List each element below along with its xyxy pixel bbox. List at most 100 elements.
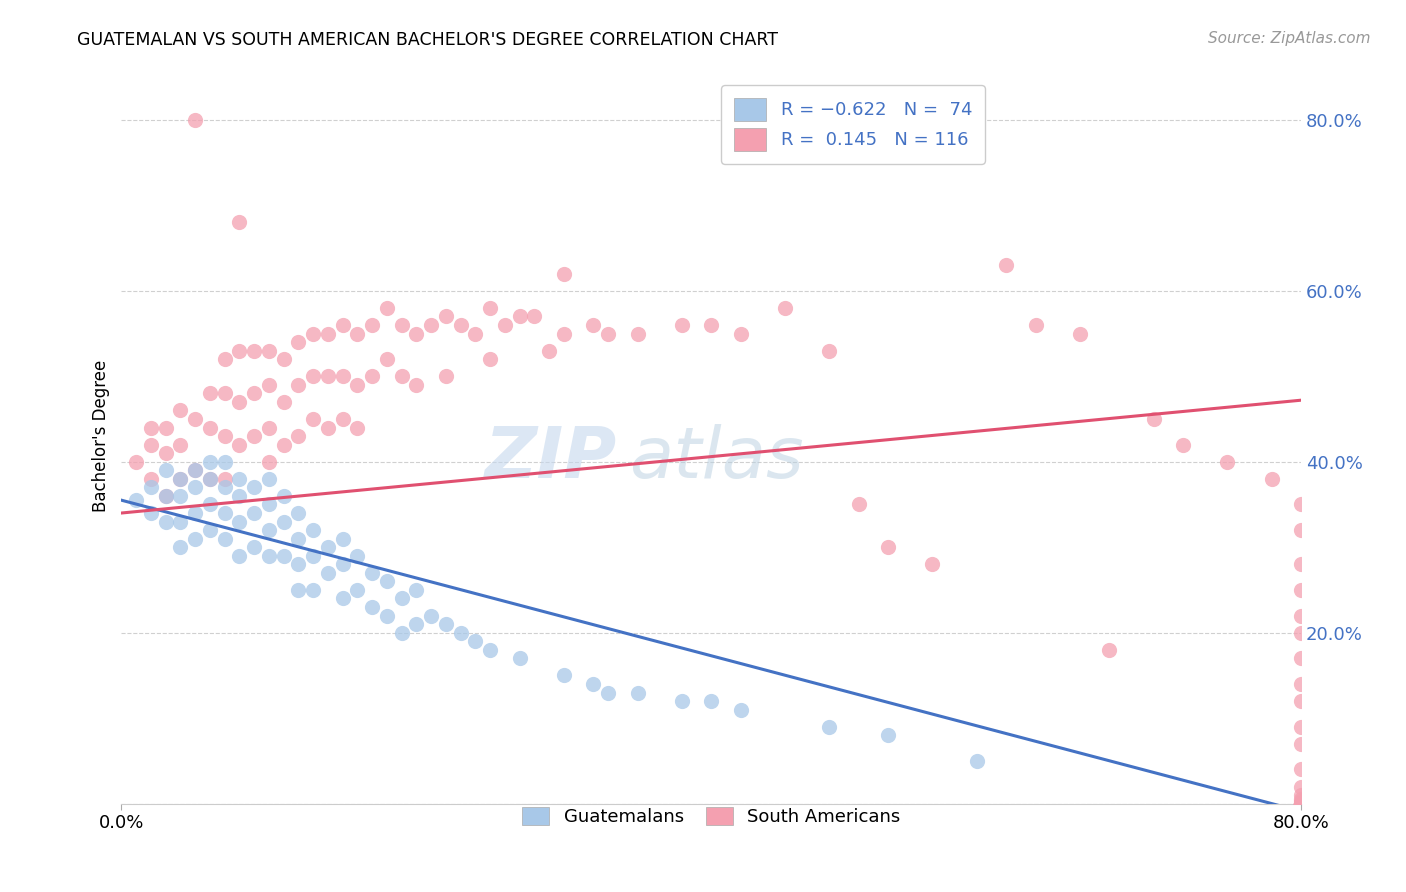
Point — [332, 532, 354, 546]
Point — [553, 267, 575, 281]
Point — [198, 386, 221, 401]
Point — [198, 472, 221, 486]
Point — [450, 318, 472, 332]
Legend: Guatemalans, South Americans: Guatemalans, South Americans — [513, 797, 910, 835]
Point — [553, 668, 575, 682]
Point — [302, 369, 325, 384]
Point — [198, 455, 221, 469]
Point — [375, 352, 398, 367]
Point — [316, 420, 339, 434]
Point — [626, 326, 648, 341]
Point — [1289, 794, 1312, 808]
Point — [450, 625, 472, 640]
Point — [361, 318, 384, 332]
Point — [169, 489, 191, 503]
Point — [316, 540, 339, 554]
Point — [273, 437, 295, 451]
Point — [582, 677, 605, 691]
Point — [538, 343, 561, 358]
Point — [509, 651, 531, 665]
Point — [1289, 797, 1312, 811]
Point — [198, 523, 221, 537]
Point — [346, 326, 368, 341]
Point — [818, 343, 841, 358]
Text: GUATEMALAN VS SOUTH AMERICAN BACHELOR'S DEGREE CORRELATION CHART: GUATEMALAN VS SOUTH AMERICAN BACHELOR'S … — [77, 31, 779, 49]
Point — [155, 446, 177, 460]
Point — [184, 532, 207, 546]
Point — [198, 472, 221, 486]
Point — [198, 498, 221, 512]
Point — [257, 549, 280, 563]
Point — [1289, 797, 1312, 811]
Point — [391, 318, 413, 332]
Point — [198, 420, 221, 434]
Point — [287, 532, 309, 546]
Point — [243, 506, 266, 520]
Point — [257, 420, 280, 434]
Point — [273, 489, 295, 503]
Point — [434, 310, 457, 324]
Point — [184, 463, 207, 477]
Point — [139, 472, 162, 486]
Point — [553, 326, 575, 341]
Point — [346, 377, 368, 392]
Y-axis label: Bachelor's Degree: Bachelor's Degree — [93, 360, 110, 512]
Point — [287, 377, 309, 392]
Point — [228, 515, 250, 529]
Point — [818, 720, 841, 734]
Point — [1289, 498, 1312, 512]
Point — [346, 420, 368, 434]
Point — [1098, 642, 1121, 657]
Point — [243, 480, 266, 494]
Point — [1289, 792, 1312, 806]
Point — [302, 412, 325, 426]
Text: Source: ZipAtlas.com: Source: ZipAtlas.com — [1208, 31, 1371, 46]
Point — [332, 318, 354, 332]
Point — [420, 608, 443, 623]
Point — [1289, 625, 1312, 640]
Point — [139, 420, 162, 434]
Point — [169, 403, 191, 417]
Point — [596, 326, 619, 341]
Point — [346, 549, 368, 563]
Point — [243, 429, 266, 443]
Point — [361, 600, 384, 615]
Point — [596, 685, 619, 699]
Point — [464, 326, 486, 341]
Point — [169, 540, 191, 554]
Point — [1289, 582, 1312, 597]
Point — [1289, 796, 1312, 810]
Point — [405, 582, 427, 597]
Point — [494, 318, 516, 332]
Point — [228, 395, 250, 409]
Point — [479, 352, 502, 367]
Point — [169, 515, 191, 529]
Point — [361, 369, 384, 384]
Point — [287, 506, 309, 520]
Point — [332, 591, 354, 606]
Point — [671, 694, 693, 708]
Point — [375, 608, 398, 623]
Point — [155, 515, 177, 529]
Point — [257, 377, 280, 392]
Point — [273, 352, 295, 367]
Point — [1289, 797, 1312, 811]
Point — [405, 326, 427, 341]
Point — [848, 498, 870, 512]
Point — [273, 549, 295, 563]
Point — [273, 515, 295, 529]
Point — [257, 472, 280, 486]
Point — [700, 318, 723, 332]
Point — [1289, 797, 1312, 811]
Point — [1289, 797, 1312, 811]
Point — [730, 326, 752, 341]
Point — [1173, 437, 1195, 451]
Point — [582, 318, 605, 332]
Point — [1289, 737, 1312, 751]
Point — [257, 498, 280, 512]
Point — [228, 549, 250, 563]
Point — [1216, 455, 1239, 469]
Text: ZIP: ZIP — [485, 424, 617, 492]
Point — [1025, 318, 1047, 332]
Point — [228, 472, 250, 486]
